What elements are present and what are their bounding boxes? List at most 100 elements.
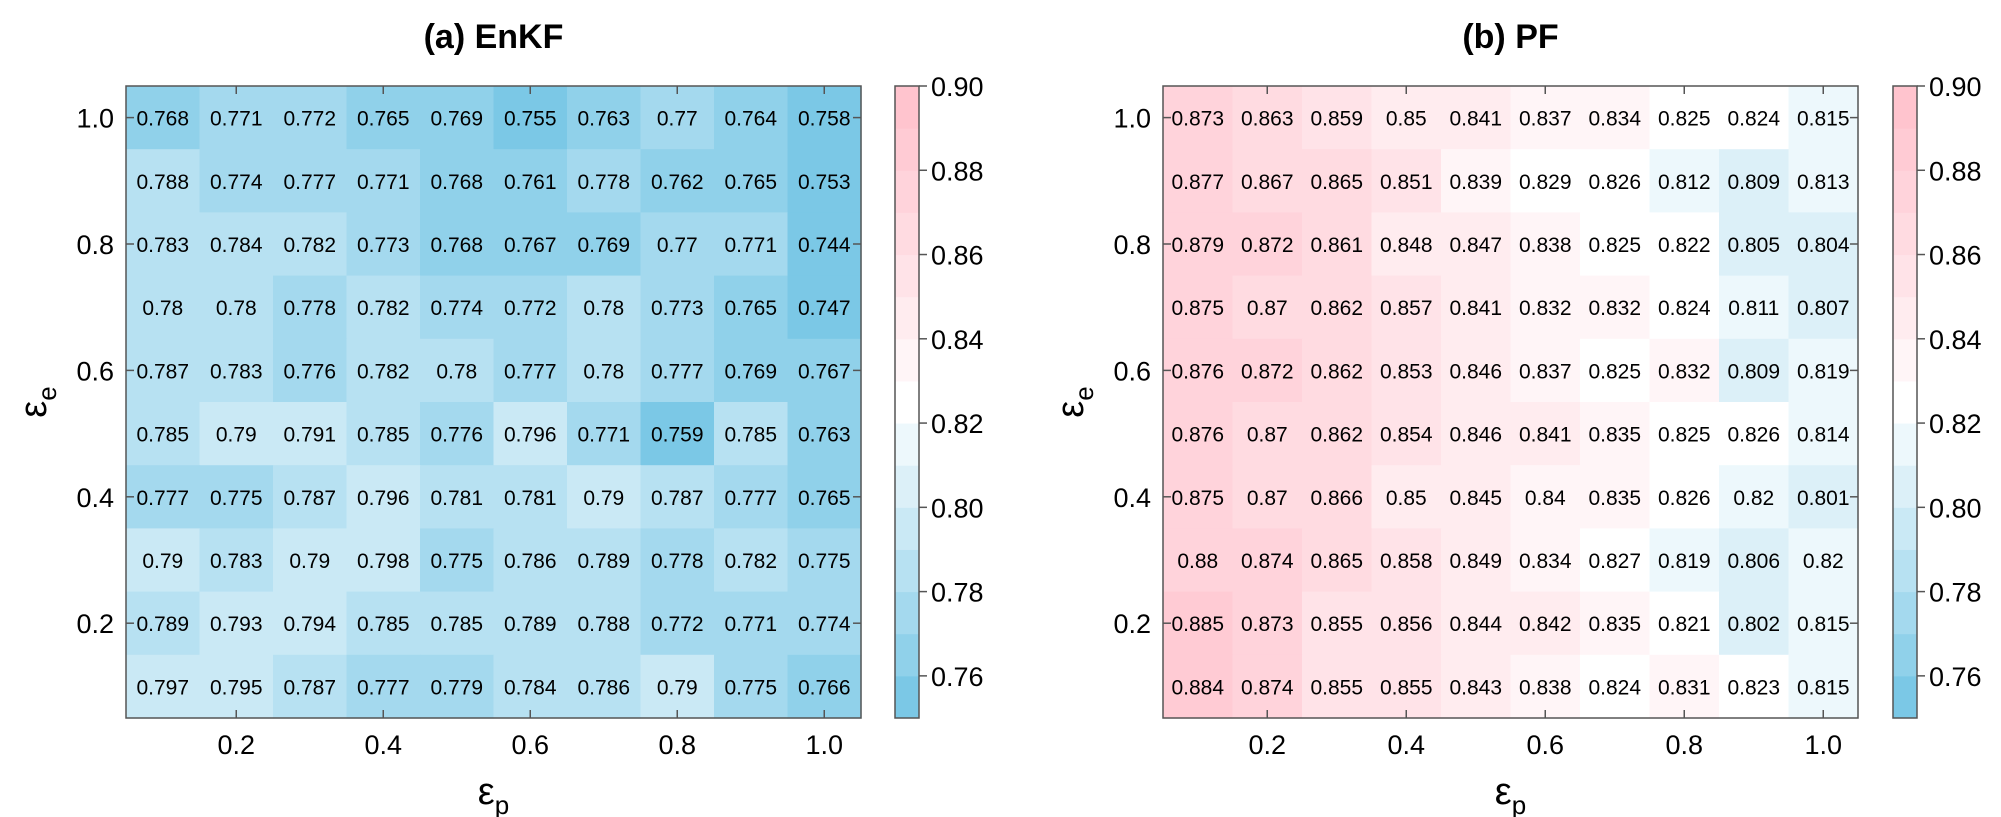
heatmap-cell [567,338,642,403]
cell-value-label: 0.762 [651,171,704,194]
cell-value-label: 0.824 [1658,297,1711,320]
heatmap-cell [1510,528,1581,593]
colorbar-tick-label: 0.82 [931,409,984,439]
colorbar-tick-label: 0.76 [931,662,984,692]
cell-value-label: 0.781 [430,487,483,510]
heatmap-cell [346,591,421,656]
cell-value-label: 0.769 [724,360,777,383]
cell-value-label: 0.855 [1310,676,1363,699]
cell-value-label: 0.771 [577,424,630,447]
cell-value-label: 0.841 [1449,108,1502,131]
heatmap-cell [1302,212,1373,277]
y-tick-label: 0.2 [76,609,114,639]
cell-value-label: 0.849 [1449,550,1502,573]
colorbar-tick-label: 0.80 [1929,493,1982,523]
heatmap-cell [1371,591,1442,656]
heatmap-cell [199,465,274,529]
heatmap-cell [1719,212,1790,277]
heatmap-cell [1719,528,1790,593]
heatmap-cell [1232,212,1303,277]
y-axis-label-main: ε [13,401,55,418]
cell-value-label: 0.874 [1241,550,1294,573]
cell-value-label: 0.78 [436,360,477,383]
cell-value-label: 0.771 [357,171,410,194]
heatmap-cell [346,86,421,150]
colorbar-tick-label: 0.84 [931,325,984,355]
cell-value-label: 0.747 [798,297,851,320]
heatmap-cell [1788,402,1859,466]
cell-value-label: 0.768 [136,108,189,131]
cell-value-label: 0.824 [1727,108,1780,131]
heatmap-cell [714,654,789,719]
cell-value-label: 0.825 [1588,360,1641,383]
heatmap-cell [1788,338,1859,403]
cell-value-label: 0.854 [1380,424,1433,447]
cell-value-label: 0.843 [1449,676,1502,699]
cell-value-label: 0.755 [504,108,557,131]
y-axis-label: εe [1050,386,1099,417]
heatmap-cell [787,591,862,656]
x-tick-label: 0.2 [1248,730,1286,760]
heatmap-cell [567,212,642,277]
cell-value-label: 0.759 [651,424,704,447]
cell-value-label: 0.793 [210,613,263,636]
cell-value-label: 0.872 [1241,234,1294,257]
heatmap-cell [714,528,789,593]
heatmap-cell [273,591,348,656]
heatmap-cell [493,338,568,403]
heatmap-cell [787,212,862,277]
cell-value-label: 0.82 [1803,550,1844,573]
heatmap-cell [640,338,715,403]
cell-value-label: 0.875 [1171,487,1224,510]
cell-value-label: 0.862 [1310,424,1363,447]
colorbar-segment [1893,507,1917,550]
cell-value-label: 0.764 [724,108,777,131]
colorbar-tick-label: 0.90 [931,72,984,102]
colorbar-segment [895,296,919,340]
heatmap-cell [1510,212,1581,277]
x-tick-label: 0.4 [364,730,402,760]
colorbar-tick-label: 0.86 [931,241,984,271]
heatmap-cell [1441,465,1512,529]
colorbar-tick-label: 0.78 [1929,578,1982,608]
heatmap-cell [1580,149,1651,213]
heatmap-cell [640,86,715,150]
cell-value-label: 0.82 [1733,487,1774,510]
heatmap-cell [1232,654,1303,719]
cell-value-label: 0.782 [283,234,336,257]
heatmap-cell [1232,402,1303,466]
heatmap-cell [714,275,789,340]
cell-value-label: 0.861 [1310,234,1363,257]
x-tick-label: 0.4 [1387,730,1425,760]
x-tick-label: 0.8 [1665,730,1703,760]
colorbar-segment [895,465,919,508]
cell-value-label: 0.832 [1588,297,1641,320]
colorbar-frame [1892,85,1918,719]
heatmap-cell [1371,528,1442,593]
cell-value-label: 0.765 [724,297,777,320]
cell-value-label: 0.777 [136,487,189,510]
colorbar-segment [895,170,919,213]
heatmap-cell [1441,591,1512,656]
heatmap-cell [1788,654,1859,719]
colorbar-segment [895,380,919,424]
cell-value-label: 0.862 [1310,297,1363,320]
heatmap-cell [640,465,715,529]
cell-value-label: 0.785 [357,424,410,447]
heatmap-cell [1163,212,1234,277]
cell-value-label: 0.775 [430,550,483,573]
heatmap-cell [273,275,348,340]
cell-value-label: 0.815 [1797,108,1850,131]
cell-value-label: 0.778 [577,171,630,194]
cell-value-label: 0.786 [504,550,557,573]
cell-value-label: 0.78 [216,297,257,320]
heatmap-cell [346,402,421,466]
cell-value-label: 0.791 [283,424,336,447]
cell-value-label: 0.761 [504,171,557,194]
heatmap-cell [493,465,568,529]
cell-value-label: 0.773 [357,234,410,257]
cell-value-label: 0.87 [1247,424,1288,447]
cell-value-label: 0.832 [1658,360,1711,383]
cell-value-label: 0.831 [1658,676,1711,699]
cell-value-label: 0.84 [1525,487,1566,510]
